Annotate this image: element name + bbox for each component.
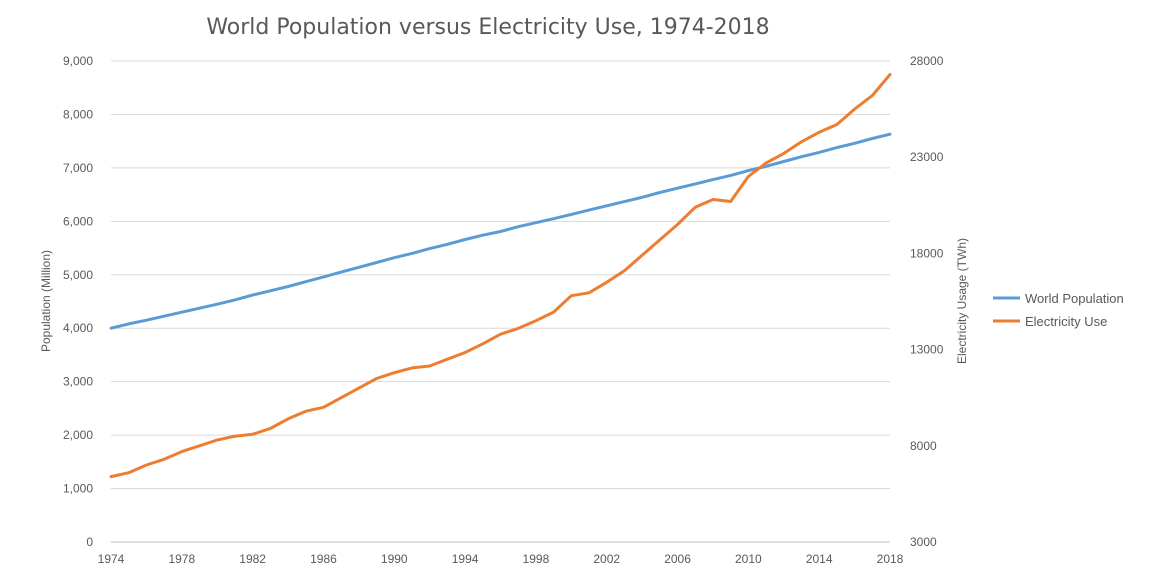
- x-tick-label: 2014: [806, 552, 833, 566]
- x-tick-label: 1994: [452, 552, 479, 566]
- y2-tick-label: 8000: [910, 439, 937, 453]
- x-tick-label: 1974: [98, 552, 125, 566]
- legend: World Population Electricity Use: [993, 291, 1124, 329]
- y2-tick-label: 18000: [910, 246, 944, 260]
- chart-title: World Population versus Electricity Use,…: [206, 15, 769, 40]
- y-axis-label: Population (Million): [39, 250, 53, 352]
- x-tick-label: 1978: [168, 552, 195, 566]
- y2-tick-label: 13000: [910, 343, 944, 357]
- y2-tick-label: 23000: [910, 150, 944, 164]
- legend-label-world-population: World Population: [1025, 291, 1124, 306]
- y-tick-label: 9,000: [63, 54, 93, 68]
- y-axis-ticks: 0 1,000 2,000 3,000 4,000 5,000 6,000 7,000 8,00…: [63, 54, 93, 549]
- series-lines: [109, 73, 892, 479]
- y-tick-label: 4,000: [63, 321, 93, 335]
- x-tick-label: 2010: [735, 552, 762, 566]
- x-tick-label: 2018: [877, 552, 904, 566]
- y2-tick-label: 3000: [910, 535, 937, 549]
- y-tick-label: 2,000: [63, 428, 93, 442]
- world-population-line: [109, 132, 892, 330]
- y2-axis-ticks: 3000 8000 13000 18000 23000 28000: [910, 54, 944, 549]
- y-tick-label: 1,000: [63, 482, 93, 496]
- y-tick-label: 6,000: [63, 214, 93, 228]
- legend-label-electricity-use: Electricity Use: [1025, 314, 1107, 329]
- y-tick-label: 8,000: [63, 107, 93, 121]
- x-axis-ticks: 1974 1978 1982 1986 1990 1994 1998 2002 2006 2010…: [98, 552, 904, 566]
- x-tick-label: 2002: [593, 552, 620, 566]
- y-tick-label: 7,000: [63, 161, 93, 175]
- y2-axis-label: Electricity Usage (TWh): [955, 238, 969, 364]
- y-tick-label: 0: [86, 535, 93, 549]
- x-tick-label: 1982: [239, 552, 266, 566]
- x-tick-label: 2006: [664, 552, 691, 566]
- y2-tick-label: 28000: [910, 54, 944, 68]
- y-tick-label: 5,000: [63, 268, 93, 282]
- x-tick-label: 1998: [523, 552, 550, 566]
- x-tick-label: 1986: [310, 552, 337, 566]
- electricity-use-line: [109, 73, 892, 479]
- y-tick-label: 3,000: [63, 375, 93, 389]
- x-tick-label: 1990: [381, 552, 408, 566]
